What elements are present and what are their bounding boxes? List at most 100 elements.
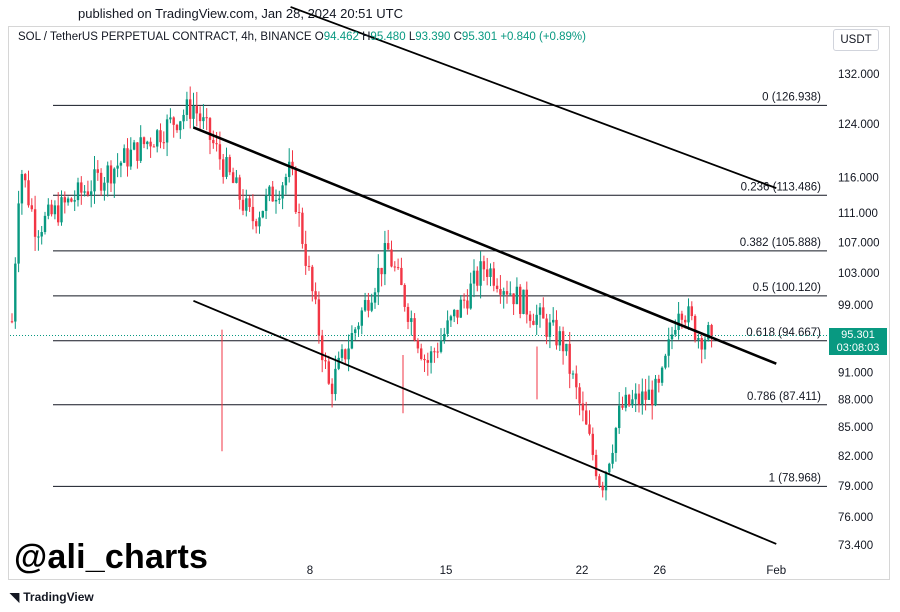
fib-level-label: 0.786 (87.411) <box>747 391 821 403</box>
candle-body <box>139 137 142 161</box>
candle-body <box>449 316 453 321</box>
candle-body <box>63 197 66 203</box>
candle-body <box>208 118 212 140</box>
candle-body <box>429 351 433 363</box>
candle-body <box>83 191 86 193</box>
candle-body <box>215 143 218 145</box>
candle-body <box>627 394 631 406</box>
candle-body <box>545 318 548 337</box>
candle-body <box>462 299 466 301</box>
currency-selector[interactable]: USDT <box>833 29 879 51</box>
candle-body <box>552 319 555 323</box>
candle-body <box>37 236 40 238</box>
candle-body <box>439 340 443 352</box>
y-tick-label: 124.000 <box>838 119 880 131</box>
candle-body <box>558 331 561 346</box>
candle-body <box>33 209 37 237</box>
candle-body <box>674 329 677 335</box>
candle-body <box>103 182 106 191</box>
trend-line-lower-channel <box>193 300 777 545</box>
candle-body <box>373 292 377 303</box>
candle-body <box>149 141 152 147</box>
candle-body <box>53 205 57 215</box>
candle-body <box>311 266 314 292</box>
candle-body <box>654 378 657 406</box>
candle-body <box>624 394 627 408</box>
candle-body <box>66 198 70 203</box>
candle-body <box>172 117 175 125</box>
candle-body <box>152 146 156 148</box>
candle-body <box>189 99 192 119</box>
candle-body <box>433 351 436 353</box>
candle-body <box>40 232 43 237</box>
candle-body <box>525 289 528 315</box>
candle-body <box>677 313 680 330</box>
candle-body <box>80 182 83 193</box>
y-tick-label: 111.000 <box>838 208 878 220</box>
candle-body <box>390 249 393 267</box>
candle-body <box>264 195 268 211</box>
candle-body <box>99 172 103 191</box>
candle-body <box>321 335 324 361</box>
candle-body <box>710 325 713 336</box>
y-tick-label: 88.000 <box>838 394 873 406</box>
candle-body <box>212 139 215 144</box>
candle-body <box>380 267 383 275</box>
candle-body <box>334 368 337 395</box>
y-tick-label: 99.000 <box>838 300 873 312</box>
candle-body <box>410 318 413 322</box>
candle-body <box>495 285 499 290</box>
fib-level-label: 0 (126.938) <box>762 91 821 103</box>
candle-body <box>281 185 284 199</box>
candle-body <box>60 197 63 223</box>
candle-body <box>291 161 294 170</box>
candle-body <box>324 360 327 362</box>
fib-level-label: 1 (78.968) <box>769 472 822 484</box>
candle-body <box>113 168 116 184</box>
high-value: 95.480 <box>370 31 406 43</box>
candle-body <box>238 177 241 200</box>
candle-body <box>314 291 317 300</box>
candle-body <box>377 267 380 293</box>
candle-body <box>687 306 690 323</box>
candle-body <box>601 485 604 491</box>
candle-body <box>179 121 182 131</box>
candle-body <box>222 159 225 177</box>
candle-body <box>294 169 297 213</box>
candle-body <box>466 300 469 309</box>
candle-body <box>156 130 159 147</box>
candle-body <box>195 105 198 114</box>
candle-body <box>509 293 512 295</box>
y-tick-label: 103.000 <box>838 268 880 280</box>
y-tick-label: 116.000 <box>838 173 879 185</box>
candle-body <box>228 157 231 173</box>
candle-body <box>436 351 439 353</box>
candle-body <box>370 302 373 311</box>
bar-countdown: 03:08:03 <box>836 342 880 354</box>
candle-body <box>469 283 472 309</box>
candle-body <box>182 114 185 122</box>
candle-body <box>594 454 598 477</box>
x-tick-label: 22 <box>576 565 589 577</box>
candle-body <box>251 206 255 222</box>
candle-body <box>608 463 611 473</box>
candle-body <box>347 348 350 360</box>
trend-line-middle-resistance <box>192 126 777 365</box>
candle-body <box>522 289 525 314</box>
candle-body <box>330 383 334 395</box>
candle-body <box>344 349 347 360</box>
y-tick-label: 85.000 <box>838 422 873 434</box>
candle-body <box>284 176 288 186</box>
tradingview-logo[interactable]: ◥ TradingView <box>10 590 94 604</box>
candle-body <box>301 212 304 244</box>
candle-body <box>198 113 202 122</box>
current-price-tag: 95.301 03:08:03 <box>829 328 887 355</box>
candle-body <box>420 348 423 359</box>
candle-body <box>136 142 139 161</box>
candle-body <box>231 172 235 183</box>
candle-body <box>581 403 585 411</box>
candle-body <box>350 333 354 349</box>
candle-body <box>499 289 502 295</box>
candle-body <box>631 399 634 406</box>
